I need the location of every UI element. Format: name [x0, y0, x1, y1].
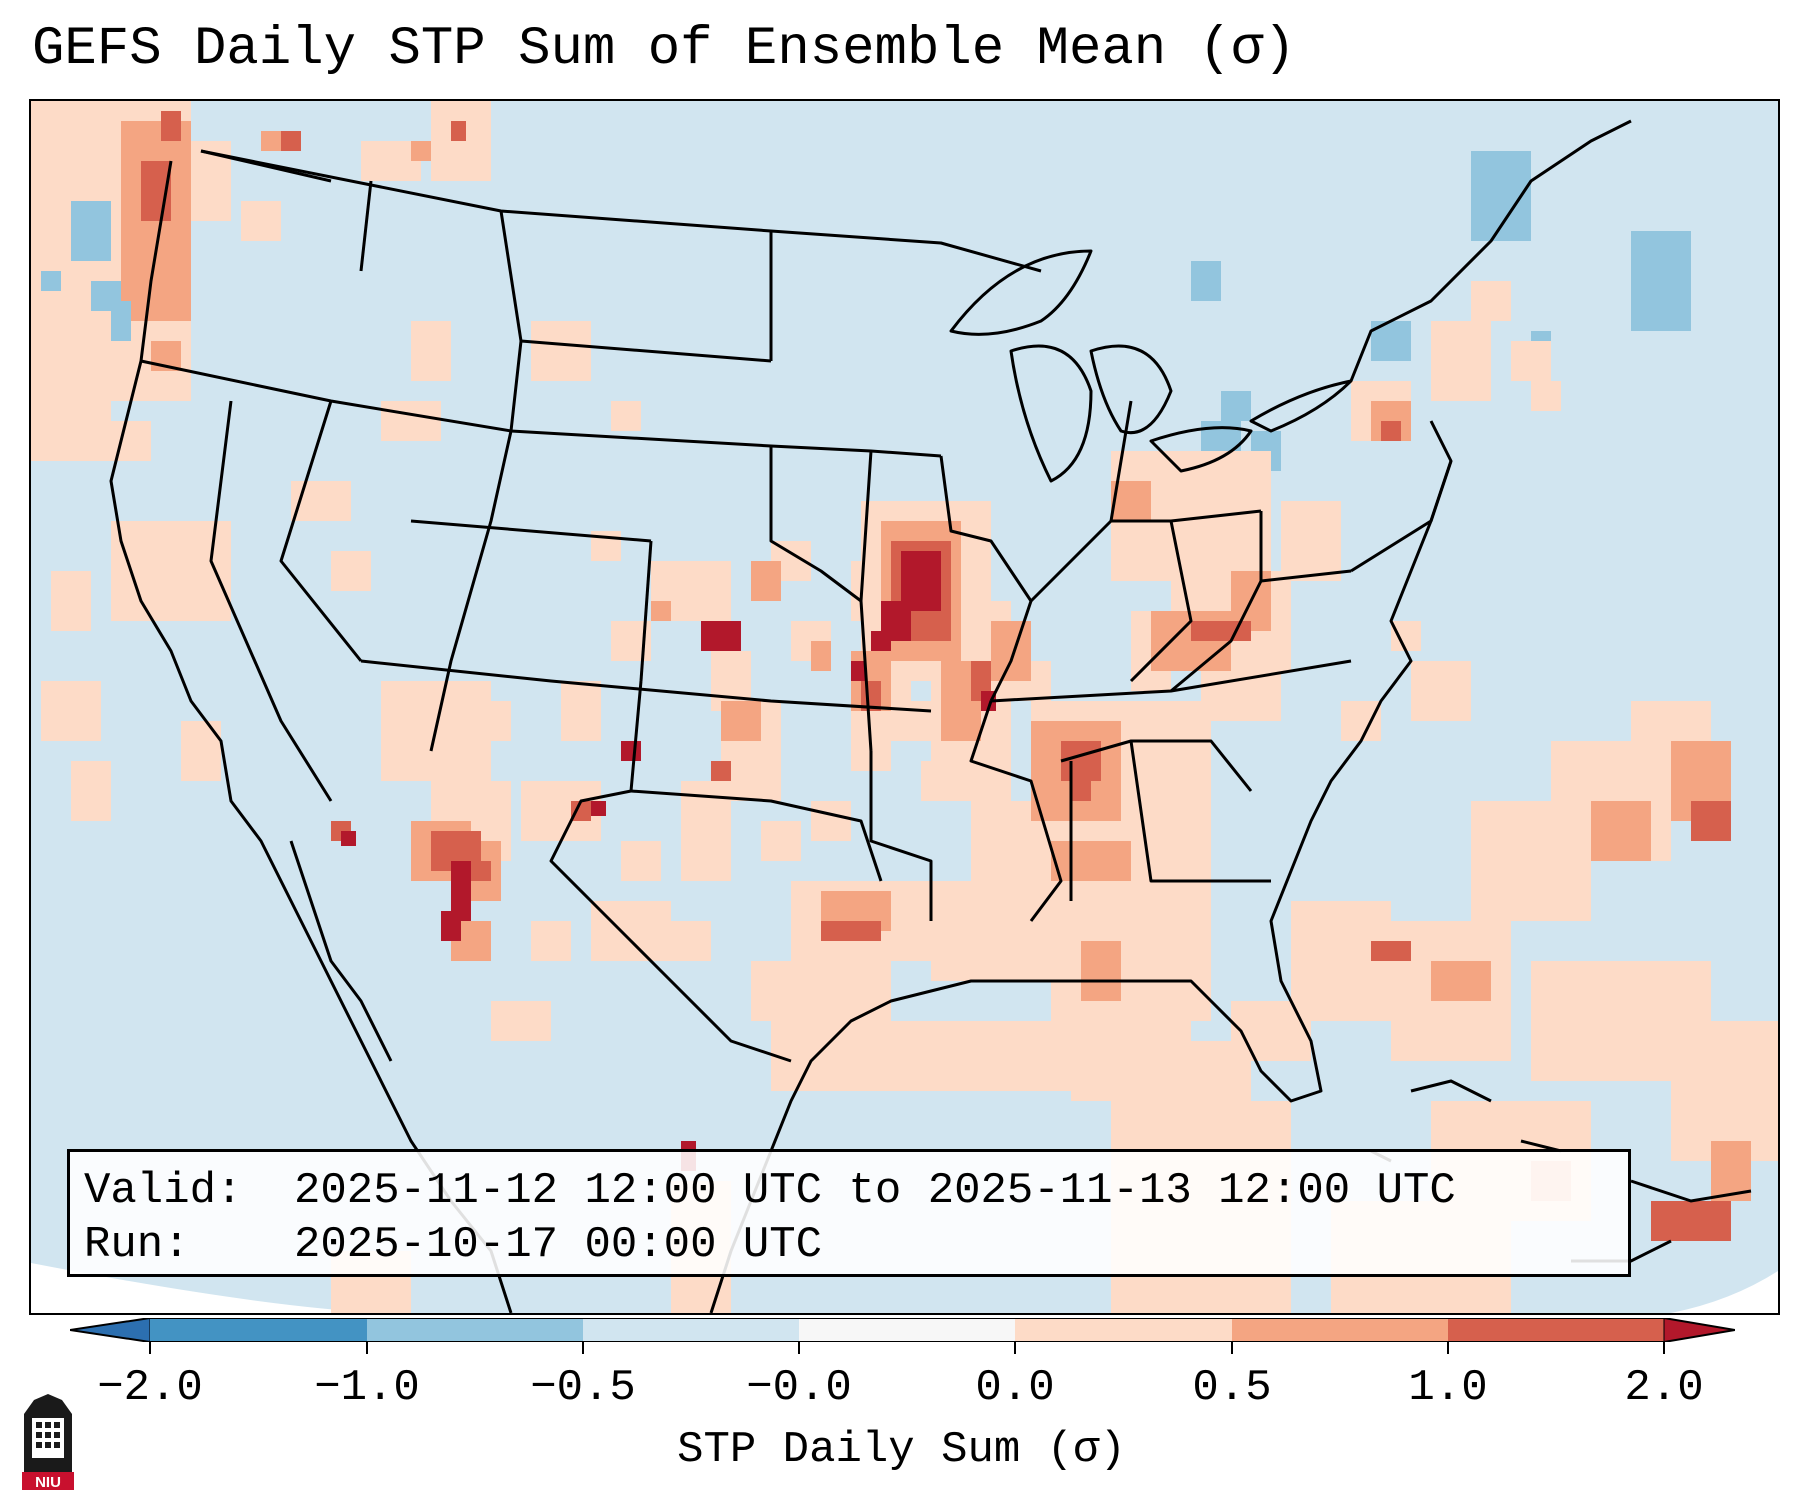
- tick-label-2: −0.5: [530, 1363, 636, 1413]
- colorbar-ticks: −2.0 −1.0 −0.5 −0.0 0.0 0.5 1.0 2.0: [0, 1342, 1803, 1412]
- tick-mark-6: [1447, 1342, 1449, 1354]
- tick-mark-3: [798, 1342, 800, 1354]
- tick-label-3: −0.0: [746, 1363, 852, 1413]
- valid-value: 2025-11-12 12:00 UTC to 2025-11-13 12:00…: [294, 1166, 1456, 1216]
- colorbar-arrow-low: [70, 1318, 151, 1342]
- colorbar: [70, 1318, 1735, 1342]
- colorbar-label: STP Daily Sum (σ): [677, 1425, 1126, 1475]
- tick-label-1: −1.0: [314, 1363, 420, 1413]
- stp-anomaly-cells: [31, 101, 1778, 1313]
- colorbar-segment-pos1-2: [1448, 1318, 1664, 1342]
- colorbar-arrow-high: [1663, 1318, 1735, 1342]
- tick-mark-2: [582, 1342, 584, 1354]
- tick-mark-5: [1231, 1342, 1233, 1354]
- tick-label-4: 0.0: [975, 1363, 1055, 1413]
- map-title: GEFS Daily STP Sum of Ensemble Mean (σ): [32, 19, 1296, 80]
- info-box: Valid: 2025-11-12 12:00 UTC to 2025-11-13…: [67, 1149, 1631, 1277]
- state-boundaries: [109, 119, 1632, 1313]
- tick-label-6: 1.0: [1408, 1363, 1488, 1413]
- colorbar-segment-neg05-0: [583, 1318, 799, 1342]
- run-line: Run: 2025-10-17 00:00 UTC: [84, 1218, 1614, 1272]
- run-value: 2025-10-17 00:00 UTC: [294, 1220, 823, 1270]
- tick-mark-1: [366, 1342, 368, 1354]
- colorbar-segment-zero: [799, 1318, 1015, 1342]
- tick-label-5: 0.5: [1192, 1363, 1272, 1413]
- colorbar-segment-pos0-05: [1015, 1318, 1232, 1342]
- tick-mark-7: [1663, 1342, 1665, 1354]
- valid-label: Valid:: [84, 1166, 243, 1216]
- niu-logo-icon: NIU: [22, 1394, 74, 1491]
- colorbar-segment-pos05-1: [1232, 1318, 1448, 1342]
- valid-line: Valid: 2025-11-12 12:00 UTC to 2025-11-13…: [84, 1164, 1614, 1218]
- run-label: Run:: [84, 1220, 190, 1270]
- colorbar-segment-neg2-neg1: [150, 1318, 367, 1342]
- niu-logo-text: NIU: [35, 1474, 61, 1491]
- domain-edge-se: [1671, 1271, 1778, 1313]
- tick-label-7: 2.0: [1624, 1363, 1704, 1413]
- tick-label-0: −2.0: [97, 1363, 203, 1413]
- tick-mark-4: [1014, 1342, 1016, 1354]
- map-panel: [29, 99, 1780, 1315]
- domain-edge-sw: [31, 1263, 451, 1313]
- colorbar-segment-neg1-neg05: [367, 1318, 583, 1342]
- tick-mark-0: [149, 1342, 151, 1354]
- stp-map: [31, 101, 1778, 1313]
